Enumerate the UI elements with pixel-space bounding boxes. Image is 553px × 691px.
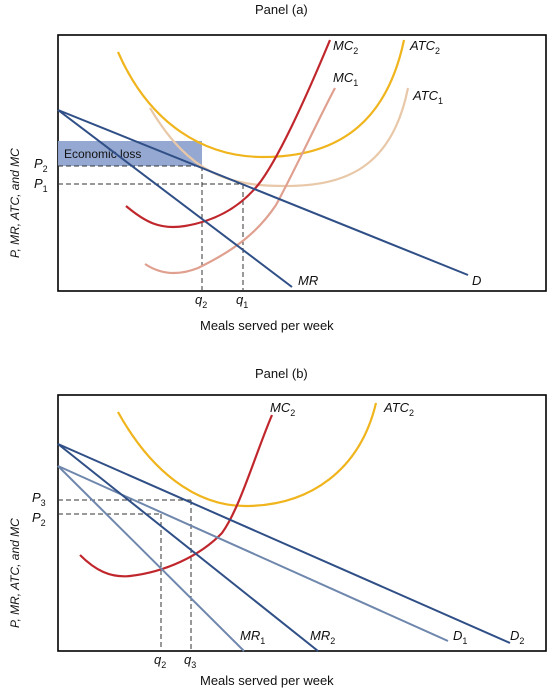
atc2-label: ATC2 [409,38,440,56]
mr1-curve [57,465,245,652]
mr-curve [57,109,293,288]
q2b-tick: q2 [154,652,166,670]
mr2-curve [57,443,319,652]
d-label: D [472,273,481,288]
mc1-label: MC1 [333,70,358,88]
d1-label: D1 [453,628,467,646]
mr-label: MR [298,273,318,288]
panel-b-title: Panel (b) [255,366,308,381]
atc2b-curve [117,402,378,508]
d2-label: D2 [510,628,524,646]
q1-tick: q1 [236,292,248,310]
atc2b-label: ATC2 [383,400,414,418]
p2-tick: P2 [34,156,48,174]
mc2-curve [125,39,332,229]
panel-b-frame [57,394,547,652]
demand-curve [57,109,469,276]
mr1-label: MR1 [240,628,265,646]
mc2-label: MC2 [333,38,358,56]
p2b-tick: P2 [32,510,46,528]
p3-tick: P3 [32,490,46,508]
q3-tick: q3 [184,652,196,670]
mc2b-label: MC2 [270,400,295,418]
panel-b-x-axis-label: Meals served per week [200,673,334,688]
atc2-curve [116,39,406,159]
panel-a: Economic loss MC2 ATC2 MC1 ATC1 MR D P2 … [34,34,547,310]
panel-a-x-axis-label: Meals served per week [200,318,334,333]
panel-b: MC2 ATC2 MR1 MR2 D1 D2 P3 P2 q2 q3 [32,394,547,670]
economic-loss-label: Economic loss [64,147,141,161]
mc1-curve [144,87,336,274]
d1-curve [57,465,449,642]
atc1-label: ATC1 [412,88,443,106]
p1-tick: P1 [34,176,48,194]
q2-tick: q2 [195,292,207,310]
mc2b-curve [79,414,274,578]
d2-curve [57,443,511,644]
mr2-label: MR2 [310,628,335,646]
panel-a-title: Panel (a) [255,2,308,17]
